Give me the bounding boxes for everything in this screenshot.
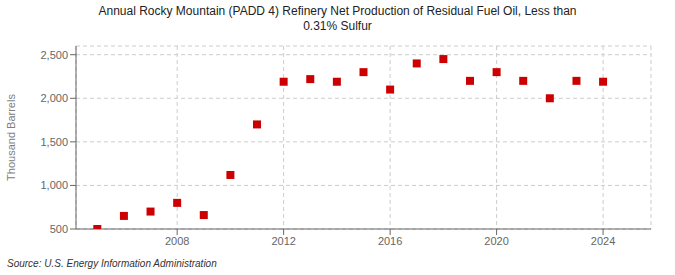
svg-text:2,500: 2,500 bbox=[40, 49, 68, 61]
svg-text:2016: 2016 bbox=[378, 235, 402, 247]
svg-text:2020: 2020 bbox=[484, 235, 508, 247]
svg-text:1,000: 1,000 bbox=[40, 179, 68, 191]
svg-text:2024: 2024 bbox=[591, 235, 615, 247]
svg-text:2012: 2012 bbox=[271, 235, 295, 247]
svg-text:2008: 2008 bbox=[165, 235, 189, 247]
svg-text:2,000: 2,000 bbox=[40, 92, 68, 104]
html-text:Source: U.S. Energy Informatio: Source: U.S. Energy Information Administ… bbox=[7, 258, 217, 269]
svg-text:1,500: 1,500 bbox=[40, 136, 68, 148]
html-text:Annual Rocky Mountain (PADD 4): Annual Rocky Mountain (PADD 4) Refinery … bbox=[98, 4, 577, 18]
html-text:0.31% Sulfur: 0.31% Sulfur bbox=[303, 19, 372, 33]
svg-text:500: 500 bbox=[50, 223, 68, 235]
svg-text:Thousand Barrels: Thousand Barrels bbox=[8, 94, 17, 181]
